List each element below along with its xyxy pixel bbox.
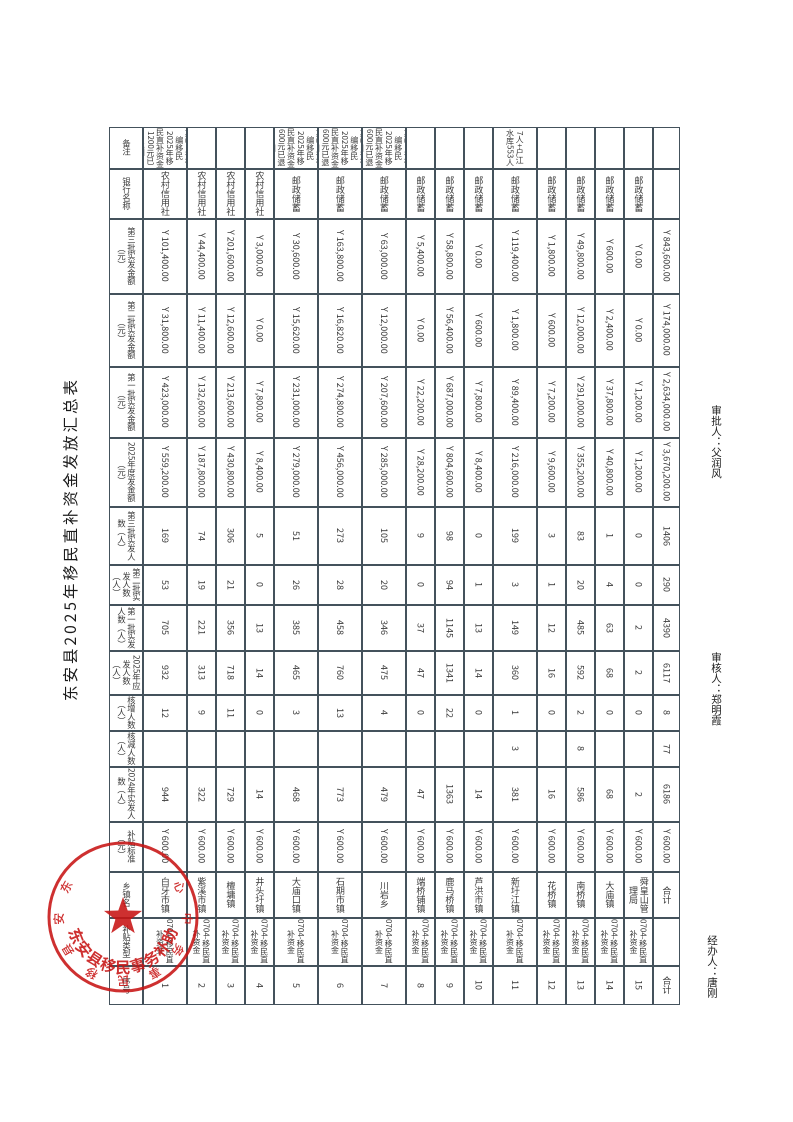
svg-text:心: 心 <box>169 878 190 897</box>
svg-text:东: 东 <box>56 878 77 897</box>
svg-text:中: 中 <box>179 912 196 924</box>
svg-text:安: 安 <box>50 912 67 924</box>
